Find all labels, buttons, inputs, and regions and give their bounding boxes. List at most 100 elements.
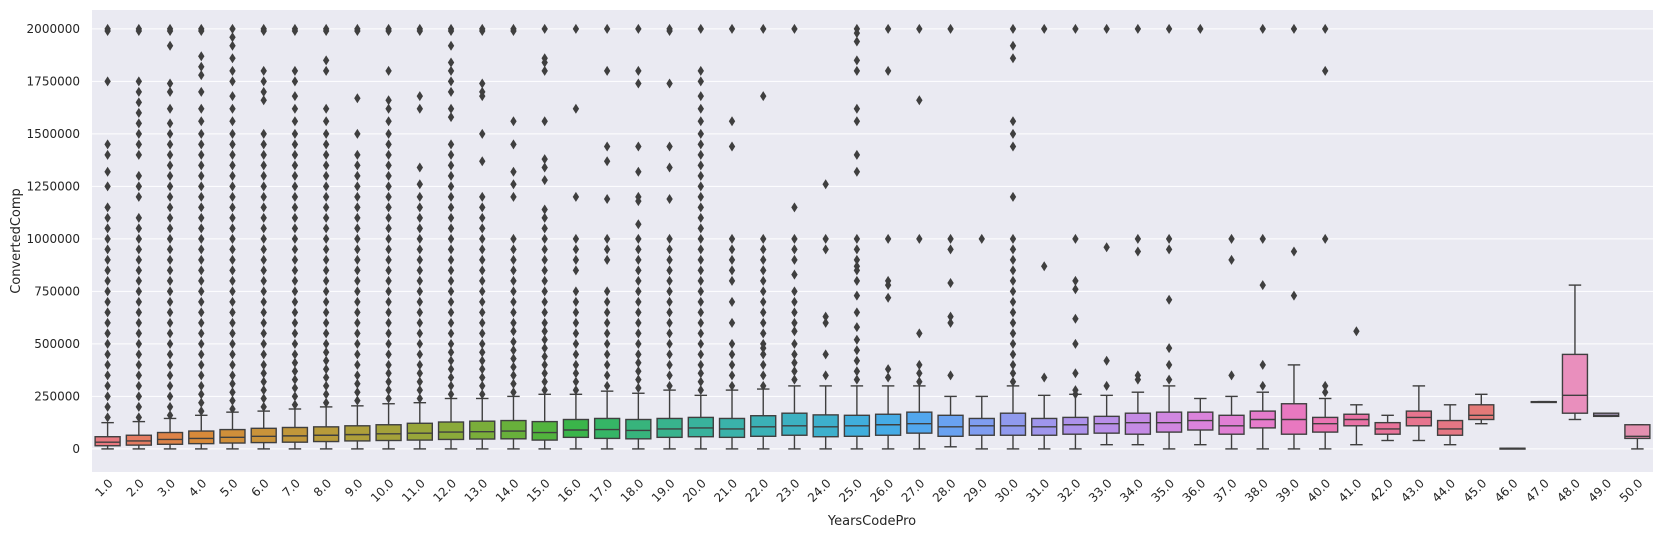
y-tick-label: 750000 xyxy=(34,284,80,298)
outlier-point xyxy=(447,364,455,375)
outlier-point xyxy=(541,23,548,34)
outlier-point xyxy=(697,202,704,213)
outlier-point xyxy=(166,307,174,318)
outlier-point xyxy=(853,322,861,333)
outlier-point xyxy=(291,128,299,139)
outlier-point xyxy=(853,233,861,244)
box-iqr xyxy=(750,415,777,438)
outlier-point xyxy=(322,286,330,297)
outlier-point xyxy=(260,181,267,192)
outlier-point xyxy=(166,23,174,34)
x-tick-label: 26.0 xyxy=(867,476,896,505)
outlier-point xyxy=(447,86,455,97)
outlier-point xyxy=(1009,23,1017,34)
outlier-point xyxy=(291,357,299,368)
outlier-point xyxy=(322,212,330,223)
box-3.0 xyxy=(156,23,184,450)
box-iqr xyxy=(188,430,215,445)
outlier-point xyxy=(697,349,704,360)
outlier-point xyxy=(447,338,455,349)
outlier-point xyxy=(416,265,424,276)
outlier-point xyxy=(385,65,392,76)
outlier-point xyxy=(697,116,704,127)
outlier-point xyxy=(479,317,486,328)
outlier-point xyxy=(791,338,798,349)
box-5.0 xyxy=(219,23,246,450)
box-iqr xyxy=(906,411,933,434)
outlier-point xyxy=(416,212,424,223)
outlier-point xyxy=(385,254,392,265)
box-iqr xyxy=(1124,412,1152,435)
outlier-point xyxy=(385,286,392,297)
outlier-point xyxy=(291,286,299,297)
outlier-point xyxy=(510,179,517,190)
box-27.0 xyxy=(906,23,933,450)
outlier-point xyxy=(916,95,923,106)
box-10.0 xyxy=(375,23,402,450)
x-tick-label: 33.0 xyxy=(1086,476,1115,505)
outlier-point xyxy=(853,149,861,160)
outlier-point xyxy=(322,149,330,160)
outlier-point xyxy=(291,328,299,339)
outlier-point xyxy=(728,244,736,255)
x-axis-label: YearsCodePro xyxy=(827,514,916,529)
outlier-point xyxy=(1165,359,1173,370)
outlier-point xyxy=(291,254,299,265)
outlier-point xyxy=(135,338,143,349)
x-tick-label: 20.0 xyxy=(680,476,709,505)
outlier-point xyxy=(603,65,611,76)
outlier-point xyxy=(479,233,486,244)
x-tick-label: 17.0 xyxy=(586,476,615,505)
box-iqr xyxy=(1218,414,1245,435)
outlier-point xyxy=(635,233,642,244)
box-11.0 xyxy=(406,23,433,450)
outlier-point xyxy=(666,296,673,307)
outlier-point xyxy=(322,307,330,318)
outlier-point xyxy=(1072,313,1079,324)
outlier-point xyxy=(1259,23,1266,34)
outlier-point xyxy=(947,317,954,328)
outlier-point xyxy=(884,292,892,303)
outlier-point xyxy=(135,170,143,181)
outlier-point xyxy=(510,275,517,286)
outlier-point xyxy=(541,343,548,354)
outlier-point xyxy=(541,326,548,337)
outlier-point xyxy=(416,179,424,190)
outlier-point xyxy=(541,233,548,244)
outlier-point xyxy=(447,307,455,318)
outlier-point xyxy=(541,275,548,286)
outlier-point xyxy=(260,401,267,412)
outlier-point xyxy=(697,254,704,265)
outlier-point xyxy=(760,338,767,349)
outlier-point xyxy=(728,23,736,34)
outlier-point xyxy=(385,244,392,255)
outlier-point xyxy=(260,76,267,87)
outlier-point xyxy=(135,118,143,129)
outlier-point xyxy=(198,397,205,408)
outlier-point xyxy=(791,296,798,307)
outlier-point xyxy=(635,166,642,177)
outlier-point xyxy=(666,307,673,318)
box-34.0 xyxy=(1124,23,1152,446)
outlier-point xyxy=(1103,355,1110,366)
outlier-point xyxy=(510,254,517,265)
box-24.0 xyxy=(812,179,839,450)
outlier-point xyxy=(198,86,205,97)
outlier-point xyxy=(291,349,299,360)
outlier-point xyxy=(354,328,361,339)
outlier-point xyxy=(603,349,611,360)
outlier-point xyxy=(853,103,861,114)
outlier-point xyxy=(697,181,704,192)
box-46.0 xyxy=(1499,447,1526,450)
box-16.0 xyxy=(562,23,590,450)
outlier-point xyxy=(260,23,267,34)
outlier-point xyxy=(697,368,704,379)
outlier-point xyxy=(822,317,829,328)
outlier-point xyxy=(822,370,829,381)
outlier-point xyxy=(322,244,330,255)
outlier-point xyxy=(385,202,392,213)
outlier-point xyxy=(229,233,236,244)
outlier-point xyxy=(697,286,704,297)
outlier-point xyxy=(198,202,205,213)
outlier-point xyxy=(166,391,174,402)
